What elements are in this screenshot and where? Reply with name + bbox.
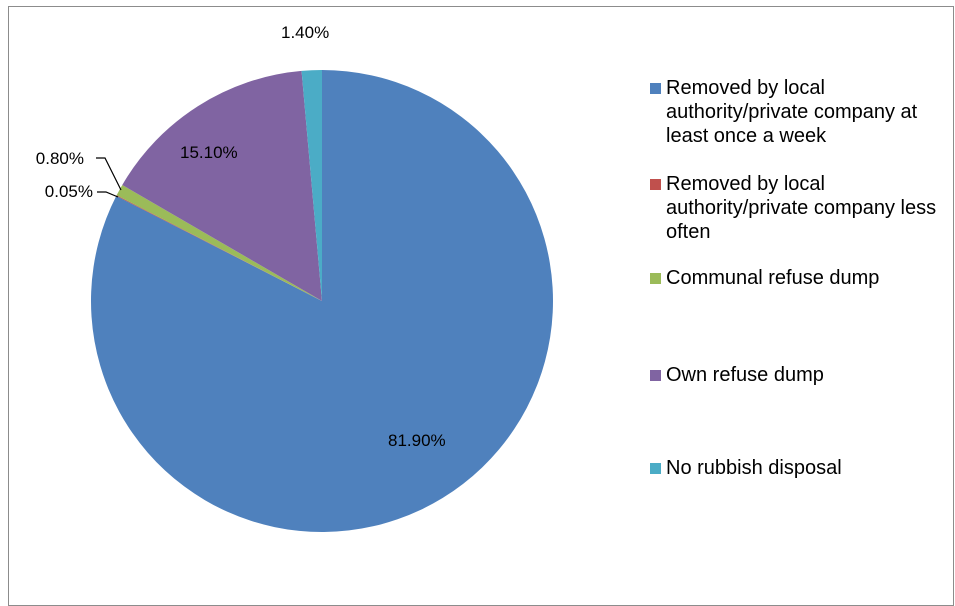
legend-label: Removed by local authority/private compa… <box>666 173 937 243</box>
legend-label: Removed by local authority/private compa… <box>666 77 918 147</box>
label-weekly: 81.90% <box>388 431 446 450</box>
legend-swatch <box>650 273 661 284</box>
slice-communal <box>116 184 322 301</box>
label-no-disposal: 1.40% <box>281 23 329 42</box>
legend-swatch <box>650 370 661 381</box>
legend-swatch <box>650 83 661 94</box>
legend-item-less-often: Removed by local authority/private compa… <box>650 172 946 244</box>
slice-no-disposal <box>301 70 322 301</box>
legend-swatch <box>650 179 661 190</box>
slice-weekly <box>91 70 554 533</box>
legend-label: Own refuse dump <box>666 364 824 386</box>
legend-label: Communal refuse dump <box>666 267 880 289</box>
leader-line-communal <box>96 157 122 191</box>
legend-item-own-dump: Own refuse dump <box>650 363 946 387</box>
slice-own-dump <box>122 70 322 301</box>
legend-label: No rubbish disposal <box>666 457 842 479</box>
legend-item-weekly: Removed by local authority/private compa… <box>650 76 946 148</box>
label-less-often: 0.05% <box>45 182 93 201</box>
label-communal: 0.80% <box>36 149 84 168</box>
leader-line-less-often <box>97 191 119 198</box>
label-own-dump: 15.10% <box>180 143 238 162</box>
slice-less-often <box>116 195 322 301</box>
legend-item-no-disposal: No rubbish disposal <box>650 456 946 480</box>
legend-swatch <box>650 463 661 474</box>
legend-item-communal: Communal refuse dump <box>650 266 946 290</box>
